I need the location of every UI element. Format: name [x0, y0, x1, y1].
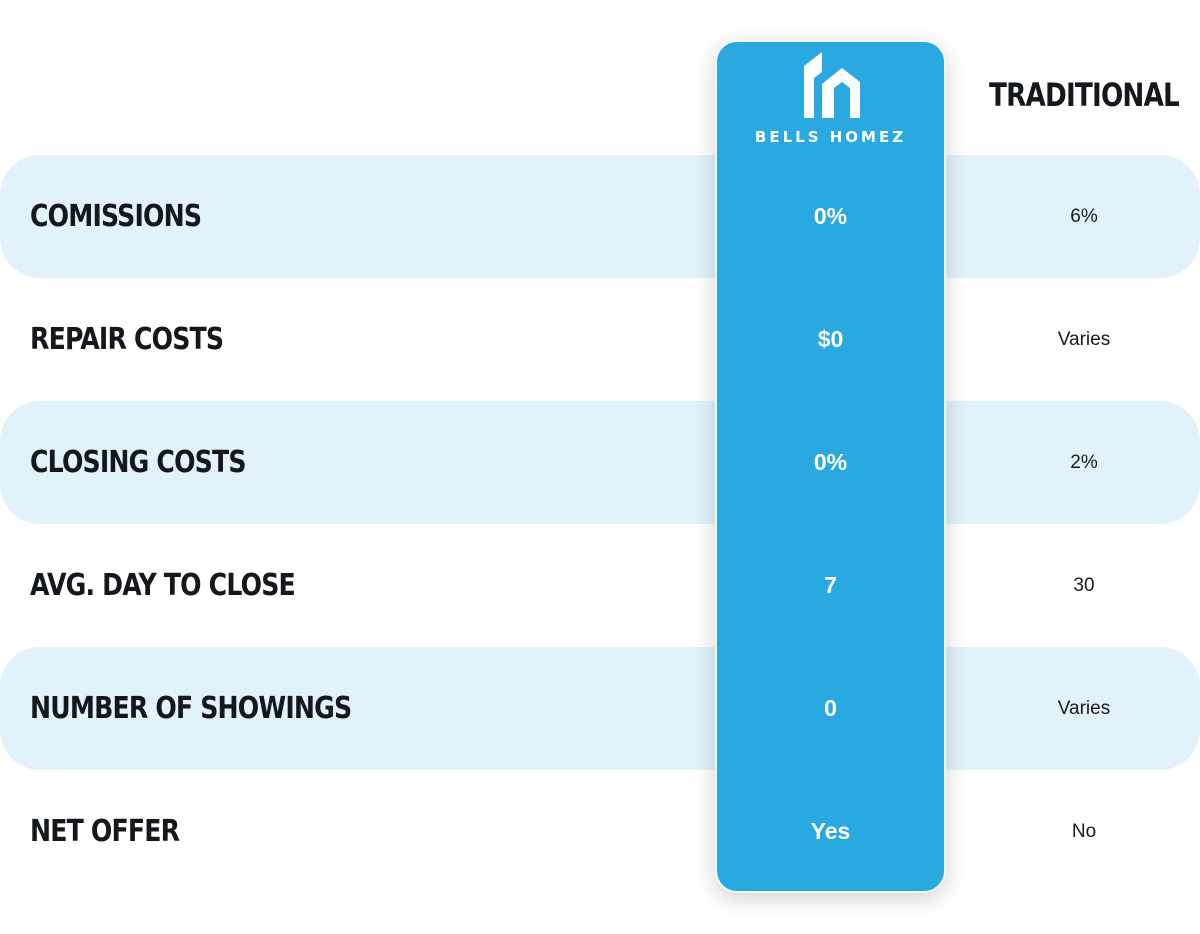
traditional-value-comissions: 6%: [1070, 205, 1098, 227]
traditional-value-repair-costs: Varies: [1057, 328, 1111, 350]
brand-value-closing-costs: 0%: [813, 449, 848, 475]
row-label-repair-costs: Repair Costs: [30, 322, 224, 357]
traditional-value-number-of-showings: Varies: [1057, 697, 1111, 719]
row-label-closing-costs: Closing Costs: [30, 445, 246, 480]
brand-value-repair-costs: $0: [817, 326, 844, 352]
brand-value-number-of-showings: 0: [824, 695, 837, 721]
row-label-net-offer: Net Offer: [30, 814, 180, 849]
house-logo-icon: [804, 52, 860, 118]
traditional-value-net-offer: No: [1071, 820, 1097, 842]
row-label-number-of-showings: Number of Showings: [30, 691, 352, 726]
brand-value-comissions: 0%: [813, 203, 848, 229]
row-band-closing-costs: [0, 401, 1200, 524]
row-label-avg-day-to-close: Avg. Day To Close: [30, 568, 296, 603]
row-band-number-of-showings: [0, 647, 1200, 770]
brand-name: Bells Homez: [754, 128, 907, 146]
traditional-value-closing-costs: 2%: [1070, 451, 1098, 473]
brand-logo: Bells Homez: [715, 46, 946, 156]
row-label-comissions: Comissions: [30, 199, 202, 234]
traditional-column-header: TRADITIONAL: [989, 76, 1180, 114]
traditional-value-avg-day-to-close: 30: [1073, 574, 1095, 596]
brand-column: [715, 40, 946, 893]
row-band-comissions: [0, 155, 1200, 278]
brand-value-avg-day-to-close: 7: [824, 572, 837, 598]
brand-value-net-offer: Yes: [810, 818, 851, 844]
